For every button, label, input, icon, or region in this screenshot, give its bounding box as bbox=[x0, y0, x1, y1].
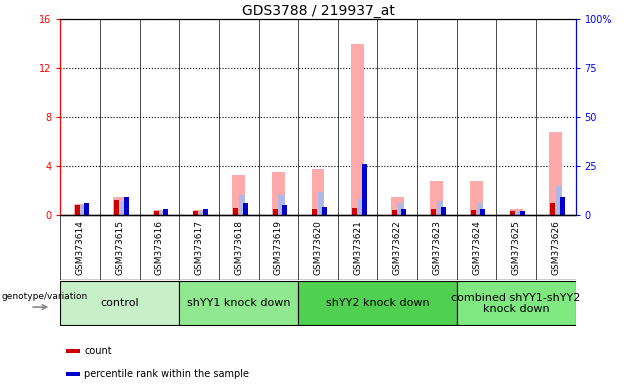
Bar bbox=[66, 372, 80, 376]
Text: GSM373618: GSM373618 bbox=[234, 220, 243, 275]
Bar bbox=[357, 199, 364, 215]
Text: GSM373614: GSM373614 bbox=[76, 220, 85, 275]
Bar bbox=[431, 209, 436, 215]
Bar bbox=[509, 209, 523, 215]
Bar bbox=[441, 207, 446, 215]
Text: combined shYY1-shYY2
knock down: combined shYY1-shYY2 knock down bbox=[452, 293, 581, 314]
Bar bbox=[322, 207, 327, 215]
Text: GSM373623: GSM373623 bbox=[432, 220, 441, 275]
Bar bbox=[74, 205, 80, 215]
Bar bbox=[238, 195, 245, 215]
Bar bbox=[516, 211, 523, 215]
Text: GSM373622: GSM373622 bbox=[393, 220, 402, 275]
Text: GSM373616: GSM373616 bbox=[155, 220, 164, 275]
Bar bbox=[84, 203, 89, 215]
Text: GSM373626: GSM373626 bbox=[551, 220, 560, 275]
Bar bbox=[318, 192, 324, 215]
Text: shYY1 knock down: shYY1 knock down bbox=[187, 298, 291, 308]
Text: GSM373615: GSM373615 bbox=[115, 220, 125, 275]
Bar bbox=[431, 181, 443, 215]
Bar bbox=[199, 211, 205, 215]
Bar bbox=[124, 197, 128, 215]
Bar bbox=[520, 211, 525, 215]
Bar bbox=[66, 349, 80, 353]
Bar bbox=[154, 211, 159, 215]
Bar bbox=[160, 211, 166, 215]
Bar bbox=[60, 281, 179, 326]
Bar bbox=[560, 197, 565, 215]
Bar bbox=[351, 44, 364, 215]
Bar bbox=[352, 208, 357, 215]
Bar bbox=[279, 195, 285, 215]
Bar bbox=[272, 172, 285, 215]
Bar bbox=[401, 209, 406, 215]
Bar bbox=[193, 210, 205, 215]
Bar bbox=[232, 175, 245, 215]
Bar bbox=[153, 210, 166, 215]
Bar bbox=[298, 281, 457, 326]
Bar bbox=[392, 210, 396, 215]
Bar bbox=[113, 197, 127, 215]
Bar bbox=[470, 181, 483, 215]
Bar bbox=[471, 210, 476, 215]
Bar bbox=[243, 203, 247, 215]
Bar bbox=[282, 205, 287, 215]
Bar bbox=[120, 201, 127, 215]
Bar bbox=[312, 209, 317, 215]
Bar bbox=[457, 281, 576, 326]
Bar bbox=[179, 281, 298, 326]
Text: count: count bbox=[84, 346, 112, 356]
Bar bbox=[193, 211, 198, 215]
Text: genotype/variation: genotype/variation bbox=[1, 292, 88, 301]
Bar bbox=[80, 205, 86, 215]
Text: percentile rank within the sample: percentile rank within the sample bbox=[84, 369, 249, 379]
Text: GSM373620: GSM373620 bbox=[314, 220, 322, 275]
Bar bbox=[398, 203, 404, 215]
Text: GSM373621: GSM373621 bbox=[353, 220, 362, 275]
Text: GSM373625: GSM373625 bbox=[511, 220, 521, 275]
Bar bbox=[556, 186, 562, 215]
Bar bbox=[550, 203, 555, 215]
Bar bbox=[480, 209, 485, 215]
Bar bbox=[361, 164, 366, 215]
Bar bbox=[203, 209, 208, 215]
Bar bbox=[74, 204, 86, 215]
Text: GSM373619: GSM373619 bbox=[274, 220, 283, 275]
Bar bbox=[312, 169, 324, 215]
Bar bbox=[114, 200, 119, 215]
Bar bbox=[437, 201, 443, 215]
Bar bbox=[163, 209, 169, 215]
Text: control: control bbox=[100, 298, 139, 308]
Text: shYY2 knock down: shYY2 knock down bbox=[326, 298, 429, 308]
Bar bbox=[233, 208, 238, 215]
Bar bbox=[476, 203, 483, 215]
Text: GSM373617: GSM373617 bbox=[195, 220, 204, 275]
Bar bbox=[273, 209, 278, 215]
Text: GSM373624: GSM373624 bbox=[472, 220, 481, 275]
Bar bbox=[511, 211, 515, 215]
Title: GDS3788 / 219937_at: GDS3788 / 219937_at bbox=[242, 4, 394, 18]
Bar bbox=[550, 132, 562, 215]
Bar bbox=[391, 197, 404, 215]
